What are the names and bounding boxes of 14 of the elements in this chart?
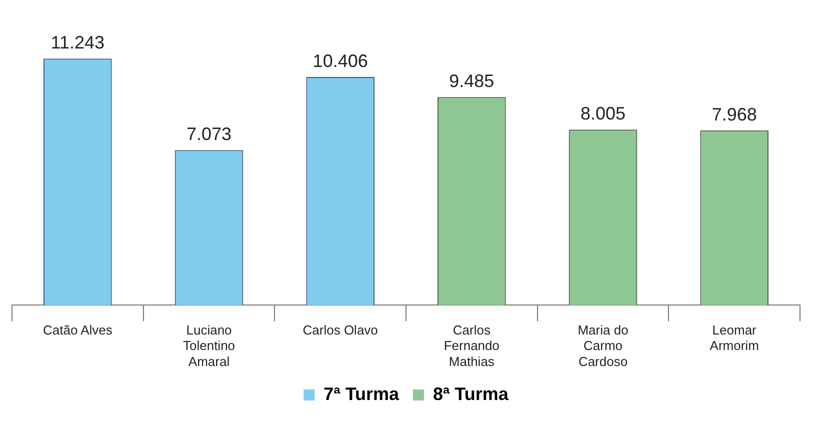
x-tick-label: Leomar Armorim [710, 322, 759, 354]
x-tick-label: Carlos Fernando Mathias [444, 322, 500, 369]
data-label: 9.485 [449, 71, 494, 92]
legend-label: 7ª Turma [324, 384, 400, 404]
x-tick-label: Luciano Tolentino Amaral [182, 322, 236, 369]
data-label: 7.968 [712, 104, 757, 124]
x-tick-label: Carlos Olavo [302, 322, 378, 338]
x-tick-label: Maria do Carmo Cardoso [578, 322, 628, 369]
data-label: 11.243 [50, 32, 105, 53]
x-tick-label: Catão Alves [42, 322, 113, 338]
data-label: 8.005 [580, 104, 626, 124]
legend-label: 8ª Turma [433, 384, 510, 404]
data-label: 10.406 [312, 50, 368, 71]
data-label: 7.073 [186, 124, 232, 144]
